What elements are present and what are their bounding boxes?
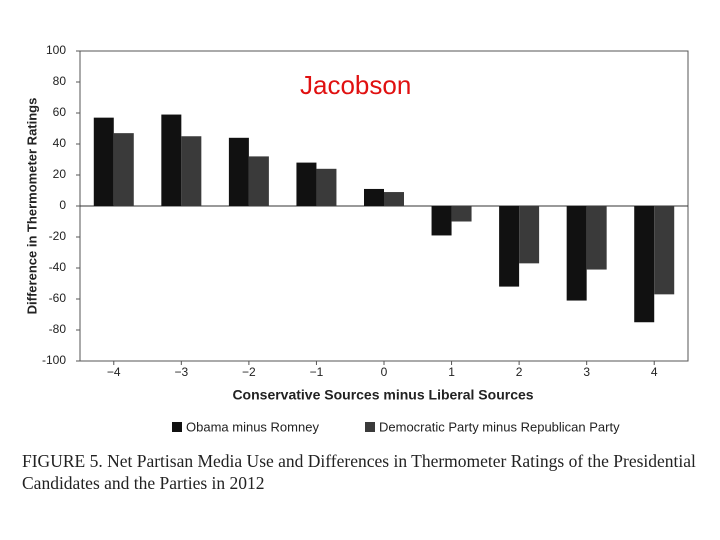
bar <box>296 162 317 206</box>
bar <box>634 206 655 323</box>
x-tick-label: −3 <box>174 365 188 379</box>
x-tick-label: 0 <box>381 365 388 379</box>
x-tick-label: 4 <box>651 365 658 379</box>
y-tick-label: 60 <box>53 105 67 119</box>
legend-label: Democratic Party minus Republican Party <box>379 419 620 434</box>
y-tick-label: -80 <box>49 322 67 336</box>
bar <box>586 206 607 270</box>
legend-swatch <box>172 422 182 432</box>
y-tick-label: -100 <box>42 353 66 367</box>
y-tick-label: -20 <box>49 229 67 243</box>
legend-swatch <box>365 422 375 432</box>
bar <box>499 206 520 287</box>
bar <box>364 188 384 206</box>
bar <box>248 156 269 206</box>
y-axis-label: Difference in Thermometer Ratings <box>24 98 39 315</box>
x-tick-label: −1 <box>310 365 324 379</box>
annotation: Jacobson <box>300 70 411 100</box>
x-tick-label: 2 <box>516 365 523 379</box>
bar <box>161 114 182 206</box>
bar <box>566 206 587 301</box>
bar <box>113 133 134 206</box>
y-tick-label: 100 <box>46 43 66 57</box>
x-tick-label: −4 <box>107 365 121 379</box>
bar <box>431 206 452 236</box>
caption: FIGURE 5. Net Partisan Media Use and Dif… <box>22 451 696 493</box>
legend-label: Obama minus Romney <box>186 419 319 434</box>
x-tick-label: −2 <box>242 365 256 379</box>
bar <box>654 206 675 295</box>
y-tick-label: 20 <box>53 167 67 181</box>
chart: Jacobson Conservative Sources minus Libe… <box>24 43 689 434</box>
y-tick-label: 0 <box>59 198 66 212</box>
y-tick-label: -60 <box>49 291 67 305</box>
bar <box>93 117 114 206</box>
bar <box>181 136 202 206</box>
x-axis-label: Conservative Sources minus Liberal Sourc… <box>232 387 533 403</box>
bar <box>519 206 540 264</box>
y-tick-label: 40 <box>53 136 67 150</box>
x-tick-label: 3 <box>583 365 590 379</box>
y-tick-label: -40 <box>49 260 67 274</box>
bar <box>384 192 404 206</box>
bar <box>451 206 472 222</box>
bar <box>228 137 249 206</box>
bar <box>316 168 337 206</box>
y-tick-label: 80 <box>53 74 67 88</box>
x-tick-label: 1 <box>448 365 455 379</box>
